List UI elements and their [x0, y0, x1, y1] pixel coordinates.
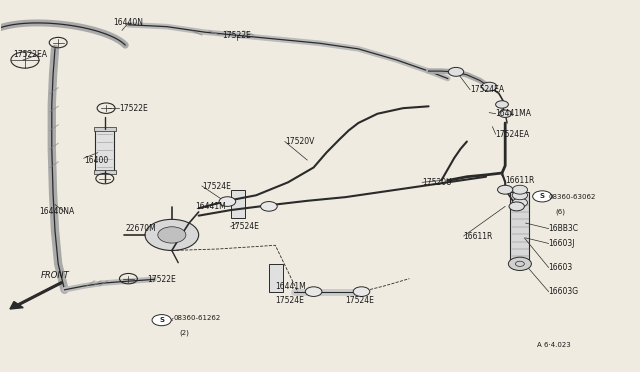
- Bar: [510, 192, 529, 262]
- Bar: [94, 127, 116, 131]
- Bar: [230, 190, 244, 218]
- Text: 22670M: 22670M: [125, 224, 156, 233]
- Text: 17524EA: 17524EA: [495, 129, 530, 139]
- Text: 17522E: 17522E: [148, 275, 177, 284]
- Circle shape: [509, 202, 524, 211]
- Circle shape: [152, 315, 172, 326]
- Text: 16BB3C: 16BB3C: [548, 224, 579, 233]
- Text: 16603J: 16603J: [548, 239, 575, 248]
- Text: 08360-63062: 08360-63062: [548, 194, 596, 200]
- Bar: [94, 170, 116, 174]
- Circle shape: [449, 67, 464, 76]
- Text: 16611R: 16611R: [464, 231, 493, 241]
- Bar: [95, 129, 115, 171]
- Text: 17524E: 17524E: [275, 296, 304, 305]
- Text: 17524E: 17524E: [202, 182, 231, 190]
- Circle shape: [532, 191, 552, 202]
- Circle shape: [497, 185, 513, 194]
- Text: 16441M: 16441M: [195, 202, 226, 211]
- Text: 17524E: 17524E: [230, 222, 259, 231]
- Text: (6): (6): [555, 209, 565, 215]
- Circle shape: [353, 287, 370, 296]
- Circle shape: [260, 202, 277, 211]
- Text: FRONT: FRONT: [40, 271, 69, 280]
- Text: S: S: [540, 193, 545, 199]
- Text: (2): (2): [179, 329, 189, 336]
- Circle shape: [495, 101, 508, 108]
- Text: 17524EA: 17524EA: [470, 85, 504, 94]
- Circle shape: [512, 191, 527, 200]
- Text: A 6·4.023: A 6·4.023: [537, 341, 571, 347]
- Text: 16603G: 16603G: [548, 287, 579, 296]
- Circle shape: [481, 82, 497, 91]
- Circle shape: [219, 197, 236, 206]
- Circle shape: [499, 110, 511, 118]
- Text: 16400: 16400: [84, 155, 108, 164]
- Text: 17520U: 17520U: [422, 178, 452, 187]
- Circle shape: [508, 257, 531, 270]
- Text: 16441M: 16441M: [275, 282, 306, 291]
- Bar: [269, 264, 283, 292]
- Text: 16603: 16603: [548, 263, 573, 272]
- Text: 16611R: 16611R: [505, 176, 534, 185]
- Circle shape: [145, 219, 198, 250]
- Text: S: S: [159, 317, 164, 323]
- Text: 17522EA: 17522EA: [13, 50, 47, 59]
- Circle shape: [512, 198, 527, 207]
- Text: 17524E: 17524E: [346, 296, 374, 305]
- Text: 16440N: 16440N: [113, 19, 143, 28]
- Circle shape: [305, 287, 322, 296]
- Text: 16440NA: 16440NA: [39, 208, 74, 217]
- Text: 17522E: 17522E: [223, 31, 252, 41]
- Circle shape: [158, 227, 186, 243]
- Text: 17520V: 17520V: [285, 137, 314, 146]
- Circle shape: [512, 185, 527, 194]
- Text: 08360-61262: 08360-61262: [173, 315, 220, 321]
- Text: 17522E: 17522E: [119, 104, 148, 113]
- Text: 16441MA: 16441MA: [495, 109, 532, 118]
- FancyArrow shape: [10, 282, 63, 309]
